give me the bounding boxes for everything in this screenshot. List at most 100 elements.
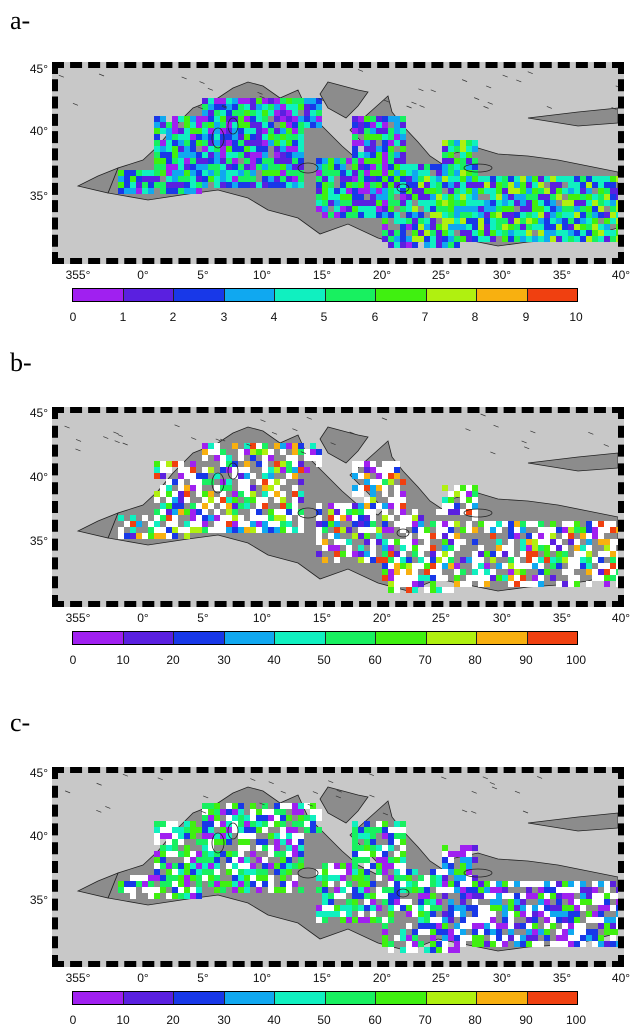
data-cell: [376, 128, 382, 134]
data-cell: [400, 575, 406, 581]
data-cell: [190, 188, 196, 194]
data-cell: [382, 821, 388, 827]
data-cell: [208, 479, 214, 485]
data-cell: [244, 815, 250, 821]
data-cell: [496, 905, 502, 911]
data-cell: [532, 935, 538, 941]
data-cell: [598, 899, 604, 905]
data-cell: [448, 236, 454, 242]
data-cell: [214, 455, 220, 461]
data-cell: [562, 887, 568, 893]
data-cell: [424, 188, 430, 194]
data-cell: [142, 881, 148, 887]
coast-stroke: [292, 428, 298, 431]
data-cell: [172, 182, 178, 188]
land-mass: [388, 441, 450, 509]
data-cell: [472, 515, 478, 521]
data-cell: [346, 917, 352, 923]
lon-label: 15°: [312, 611, 332, 625]
data-cell: [280, 116, 286, 122]
data-cell: [262, 497, 268, 503]
data-cell: [568, 182, 574, 188]
colorbar-tick: 0: [69, 1013, 77, 1027]
data-cell: [154, 863, 160, 869]
data-cell: [214, 140, 220, 146]
data-cell: [472, 569, 478, 575]
data-cell: [460, 170, 466, 176]
data-cell: [436, 230, 442, 236]
data-cell: [184, 116, 190, 122]
data-cell: [604, 887, 610, 893]
data-cell: [568, 881, 574, 887]
data-cell: [436, 941, 442, 947]
data-cell: [334, 557, 340, 563]
data-cell: [358, 503, 364, 509]
data-cell: [358, 887, 364, 893]
data-cell: [190, 515, 196, 521]
data-cell: [454, 164, 460, 170]
data-cell: [286, 863, 292, 869]
data-cell: [364, 134, 370, 140]
data-cell: [262, 104, 268, 110]
data-cell: [238, 527, 244, 533]
data-cell: [370, 509, 376, 515]
data-cell: [226, 527, 232, 533]
data-cell: [412, 941, 418, 947]
data-cell: [472, 917, 478, 923]
data-cell: [370, 461, 376, 467]
data-cell: [472, 509, 478, 515]
data-cell: [358, 515, 364, 521]
data-cell: [598, 527, 604, 533]
data-cell: [250, 881, 256, 887]
data-cell: [418, 194, 424, 200]
data-cell: [286, 509, 292, 515]
data-cell: [262, 827, 268, 833]
data-cell: [244, 152, 250, 158]
data-cell: [556, 929, 562, 935]
data-cell: [358, 194, 364, 200]
data-cell: [454, 236, 460, 242]
coast-stroke: [349, 431, 355, 435]
data-cell: [142, 515, 148, 521]
data-cell: [460, 140, 466, 146]
data-cell: [346, 887, 352, 893]
data-cell: [274, 815, 280, 821]
data-cell: [580, 545, 586, 551]
data-cell: [388, 845, 394, 851]
data-cell: [346, 503, 352, 509]
data-cell: [436, 569, 442, 575]
data-cell: [340, 200, 346, 206]
data-cell: [154, 857, 160, 863]
data-cell: [334, 503, 340, 509]
data-cell: [190, 527, 196, 533]
island-outline: [227, 822, 239, 840]
data-cell: [286, 815, 292, 821]
data-cell: [196, 170, 202, 176]
data-cell: [616, 206, 618, 212]
data-cell: [286, 116, 292, 122]
data-cell: [232, 875, 238, 881]
data-cell: [580, 218, 586, 224]
data-cell: [442, 503, 448, 509]
data-cell: [466, 557, 472, 563]
data-cell: [400, 929, 406, 935]
data-cell: [316, 827, 322, 833]
data-cell: [274, 803, 280, 809]
data-cell: [346, 863, 352, 869]
data-cell: [430, 545, 436, 551]
data-cell: [370, 128, 376, 134]
data-cell: [250, 449, 256, 455]
data-cell: [178, 875, 184, 881]
data-cell: [562, 929, 568, 935]
data-cell: [376, 503, 382, 509]
data-cell: [358, 875, 364, 881]
data-cell: [388, 194, 394, 200]
data-cell: [322, 206, 328, 212]
data-cell: [256, 857, 262, 863]
data-cell: [400, 188, 406, 194]
data-cell: [568, 200, 574, 206]
data-cell: [334, 515, 340, 521]
data-cell: [544, 527, 550, 533]
data-cell: [352, 845, 358, 851]
data-cell: [346, 212, 352, 218]
